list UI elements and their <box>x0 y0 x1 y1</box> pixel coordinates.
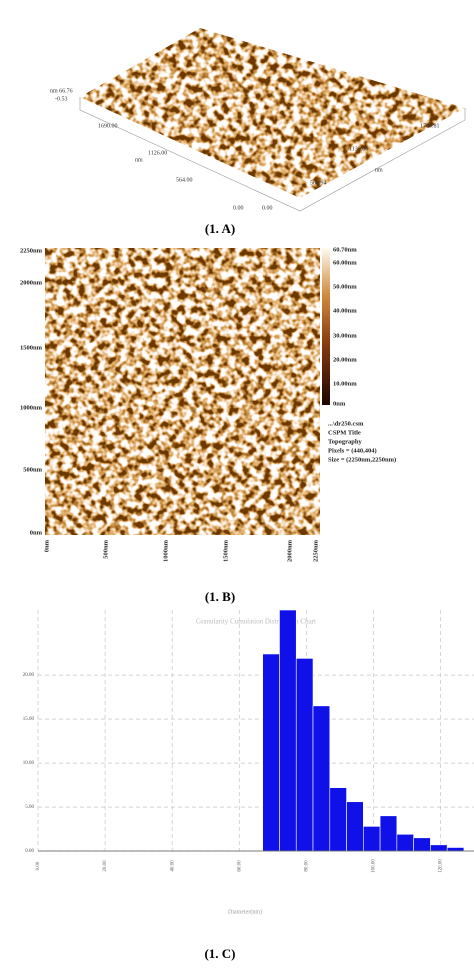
bar <box>346 801 364 852</box>
y-tick-label: 5.00 <box>25 805 34 810</box>
surface-frame <box>79 97 466 212</box>
colorbar-label: 60.70nm <box>333 246 357 253</box>
x-tick-label: 2250nm <box>312 539 319 562</box>
y-tick-label: 0nm <box>30 529 43 536</box>
y-tick-label: 10.00 <box>23 761 35 766</box>
x-tick-label: 0.00 <box>36 861 41 870</box>
bar <box>446 847 465 852</box>
histogram: Granularity Cumulation Distribution Char… <box>23 609 474 915</box>
y-tick-label: 1000nm <box>20 404 43 411</box>
surface-3d <box>80 28 465 198</box>
x-tick-label: 1000nm <box>162 539 169 562</box>
axis-label: nm <box>375 167 383 173</box>
colorbar-label: 40.00nm <box>333 307 357 314</box>
bar <box>363 826 381 852</box>
colorbar-label: 50.00nm <box>333 283 357 290</box>
info-text: Topography <box>328 438 362 445</box>
x-tick-label: 40.00 <box>170 860 175 872</box>
x-tick-label: 0nm <box>43 539 50 552</box>
axis-label: 564.00 <box>176 177 193 183</box>
y-tick-label: 2000nm <box>20 279 43 286</box>
x-tick-label: 2000nm <box>286 539 293 562</box>
x-tick-label: 100.00 <box>372 859 377 873</box>
bar <box>379 815 398 852</box>
caption: (1. C) <box>204 946 235 961</box>
colorbar-label: 10.00nm <box>333 380 357 387</box>
colorbar-label: 20.00nm <box>333 356 357 363</box>
axis-label: 1133.06 <box>349 146 368 152</box>
caption: (1. B) <box>205 589 235 604</box>
axis-label: nm <box>135 157 143 163</box>
caption: (1. A) <box>205 221 235 236</box>
x-tick-label: 20.00 <box>103 860 108 872</box>
axis-label: 0.00 <box>233 205 244 211</box>
x-tick-label: 120.00 <box>439 859 444 873</box>
bar <box>413 837 431 852</box>
axis-label: nm 66.76 <box>50 88 73 94</box>
chart-title: Granularity Cumulation Distribution Char… <box>196 618 316 626</box>
x-tick-label: 80.00 <box>304 860 309 872</box>
x-tick-label: 60.00 <box>237 860 242 872</box>
bar <box>262 653 280 852</box>
y-tick-label: 20.00 <box>23 673 35 678</box>
axis-label: 1690.00 <box>98 123 118 129</box>
axis-label: -0.53 <box>55 96 68 102</box>
x-tick-label: 500nm <box>102 539 109 558</box>
y-tick-label: 1500nm <box>20 344 43 351</box>
afm-image <box>45 248 320 535</box>
bar <box>396 833 414 852</box>
bar <box>295 658 314 852</box>
info-text: Pixels = (440,404) <box>328 447 377 454</box>
colorbar-label: 60.00nm <box>333 259 357 266</box>
colorbar-label: 0nm <box>333 400 346 407</box>
y-tick-label: 2250nm <box>20 247 43 254</box>
axis-label: 0.00 <box>262 205 273 211</box>
bar <box>430 844 448 852</box>
axis-label: 1126.00 <box>148 150 167 156</box>
info-text: ...\dr250.csm <box>328 420 364 427</box>
bar <box>279 609 297 852</box>
info-text: CSPM Title <box>328 429 361 436</box>
y-tick-label: 0.00 <box>25 849 34 854</box>
y-tick-label: 500nm <box>23 466 42 473</box>
bar <box>329 787 347 852</box>
axis-label: 566.94 <box>310 180 327 186</box>
colorbar-label: 30.00nm <box>333 332 357 339</box>
x-axis-label: Diameter(nm) <box>228 908 262 915</box>
colorbar <box>322 248 330 405</box>
x-tick-label: 1500nm <box>222 539 229 562</box>
bar <box>312 705 331 852</box>
axis-label: 1700.81 <box>420 123 440 129</box>
y-tick-label: 15.00 <box>23 717 35 722</box>
info-text: Size = (2250nm,2250nm) <box>328 456 396 463</box>
